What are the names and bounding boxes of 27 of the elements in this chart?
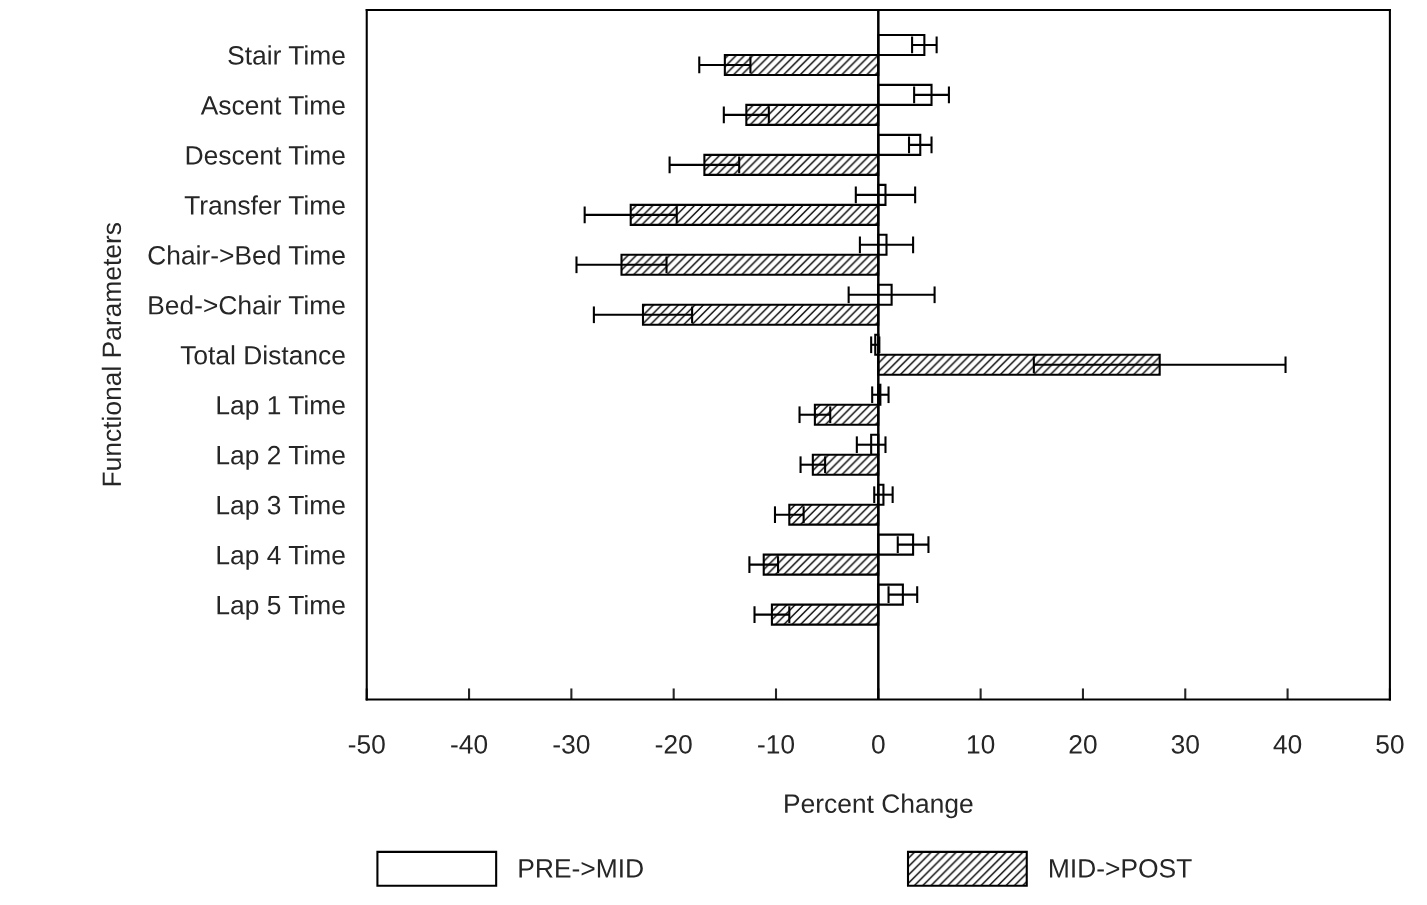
x-tick-label: -20 — [655, 734, 692, 754]
x-tick-label: 50 — [1376, 734, 1404, 754]
y-axis-title: Functional Parameters — [101, 222, 122, 486]
y-tick-label: Lap 1 Time — [217, 395, 345, 420]
x-tick-label: 20 — [1069, 734, 1097, 754]
legend-label: MID->POST — [1050, 859, 1192, 878]
legend-label: PRE->MID — [519, 859, 643, 878]
y-tick-label: Transfer Time — [184, 195, 345, 215]
y-tick-label: Total Distance — [180, 345, 345, 365]
y-tick-label: Ascent Time — [200, 95, 345, 115]
x-tick-label: -50 — [348, 734, 385, 754]
x-tick-label: -10 — [758, 734, 795, 754]
x-tick-label: 30 — [1171, 734, 1199, 754]
y-tick-label: Lap 4 Time — [217, 545, 345, 570]
x-tick-label: 0 — [872, 734, 885, 754]
x-tick-label: 10 — [967, 734, 995, 754]
y-tick-label: Bed->Chair Time — [149, 295, 345, 315]
y-tick-label: Stair Time — [228, 45, 345, 65]
y-tick-label: Lap 5 Time — [217, 595, 345, 620]
y-tick-label: Descent Time — [186, 145, 345, 165]
x-axis-title: Percent Change — [785, 793, 973, 819]
x-tick-label: -40 — [451, 734, 488, 754]
x-tick-label: 40 — [1273, 734, 1302, 754]
y-tick-label: Lap 2 Time — [217, 445, 345, 470]
y-tick-label: Lap 3 Time — [217, 495, 345, 520]
y-tick-label: Chair->Bed Time — [148, 245, 345, 265]
x-tick-label: -30 — [553, 734, 590, 754]
